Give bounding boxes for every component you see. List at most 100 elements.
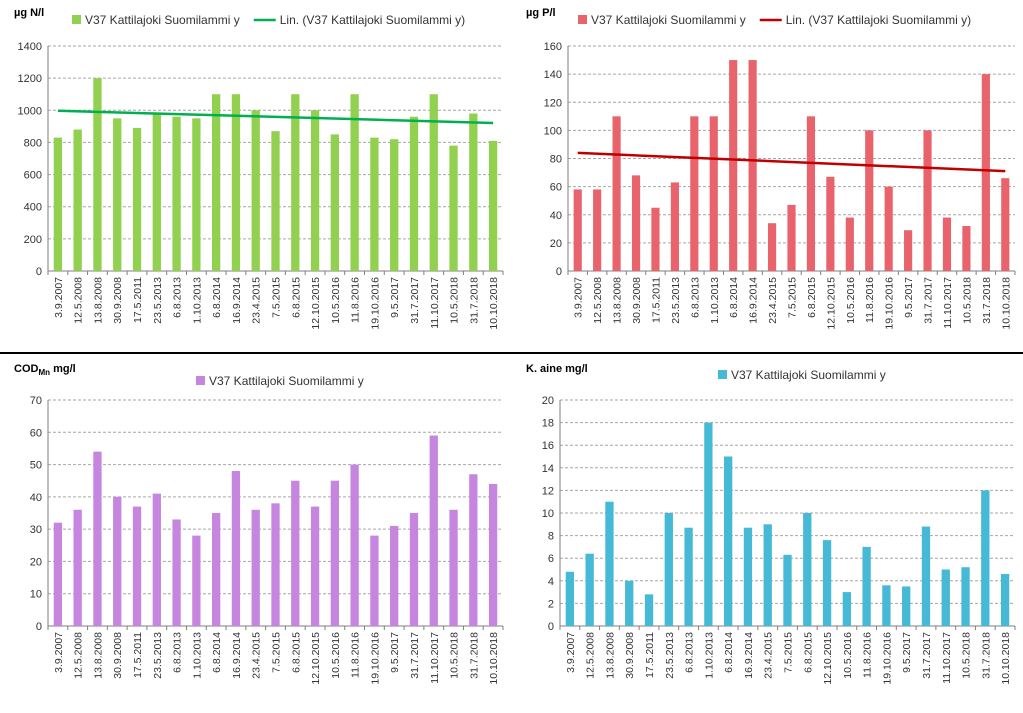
unit-label-tail: mg/l bbox=[50, 363, 76, 375]
x-tick-label: 9.5.2017 bbox=[903, 277, 915, 318]
x-tick-label: 31.7.2018 bbox=[468, 632, 480, 679]
x-tick-label: 12.5.2008 bbox=[73, 277, 85, 324]
bar bbox=[923, 130, 932, 271]
cod-chart: CODMn mg/l 0 10 20 30 40 50 60 70 3.9.2007 12.5.20… bbox=[14, 363, 504, 685]
x-tick-label: 10.5.2018 bbox=[449, 632, 461, 679]
bar bbox=[310, 506, 320, 626]
x-tick-label: 30.9.2008 bbox=[112, 277, 124, 324]
x-tick-label: 10.10.2018 bbox=[488, 277, 500, 330]
bar bbox=[904, 230, 913, 271]
bar bbox=[73, 509, 82, 626]
bar bbox=[370, 535, 379, 626]
bar bbox=[53, 137, 63, 271]
x-tick-label: 10.5.2016 bbox=[845, 277, 857, 324]
y-tick-label: 60 bbox=[550, 182, 562, 194]
x-tick-label: 23.5.2013 bbox=[664, 632, 676, 679]
x-tick-label: 10.5.2018 bbox=[449, 277, 461, 324]
y-tick-label: 0 bbox=[556, 266, 562, 278]
bar bbox=[723, 456, 733, 626]
y-tick-label: 8 bbox=[548, 531, 554, 543]
chart-panel-cod: CODMn mg/l 0 10 20 30 40 50 60 70 3.9.2007 12.5.20… bbox=[0, 355, 511, 708]
legend-swatch bbox=[72, 15, 81, 24]
bar bbox=[942, 217, 952, 271]
x-tick-label: 12.5.2008 bbox=[585, 632, 597, 679]
bar bbox=[704, 422, 713, 626]
bar bbox=[865, 130, 874, 271]
x-tick-label: 12.10.2015 bbox=[825, 277, 837, 330]
y-tick-label: 70 bbox=[30, 395, 42, 407]
x-tick-label: 11.10.2017 bbox=[942, 277, 954, 329]
y-tick-label: 6 bbox=[548, 553, 554, 565]
bar bbox=[449, 509, 458, 626]
bar bbox=[291, 94, 300, 271]
bar bbox=[902, 586, 911, 626]
bar bbox=[684, 527, 693, 626]
y-tick-label: 40 bbox=[550, 210, 562, 222]
y-tick-label: 30 bbox=[30, 524, 42, 536]
suspended-solids-chart: K. aine mg/l 0 2 4 6 8 10 12 14 16 18 20 3.9.2007 12.… bbox=[526, 363, 1016, 685]
bar bbox=[729, 60, 738, 271]
bar bbox=[271, 503, 280, 626]
x-tick-label: 6.8.2013 bbox=[172, 277, 184, 318]
y-tick-label: 200 bbox=[24, 234, 42, 246]
unit-label: µg P/l bbox=[526, 7, 556, 19]
bar bbox=[565, 571, 575, 626]
y-tick-label: 400 bbox=[24, 202, 42, 214]
x-tick-label: 11.8.2016 bbox=[350, 277, 362, 323]
chart-panel-suspended-solids: K. aine mg/l 0 2 4 6 8 10 12 14 16 18 20 3.9.2007 12.… bbox=[512, 355, 1023, 708]
y-tick-label: 140 bbox=[544, 69, 562, 81]
x-tick-label: 9.5.2017 bbox=[389, 632, 401, 673]
y-tick-label: 20 bbox=[542, 395, 554, 407]
bar bbox=[644, 594, 654, 626]
x-tick-label: 6.8.2015 bbox=[290, 632, 302, 673]
y-tick-label: 0 bbox=[36, 621, 42, 633]
x-tick-label: 13.8.2008 bbox=[92, 632, 104, 679]
x-tick-label: 11.10.2017 bbox=[941, 632, 953, 684]
x-tick-label: 1.10.2013 bbox=[709, 277, 721, 324]
bar bbox=[449, 145, 458, 271]
x-tick-label: 7.5.2015 bbox=[787, 277, 799, 318]
bar bbox=[1001, 178, 1010, 271]
x-tick-label: 31.7.2018 bbox=[981, 277, 993, 324]
bar bbox=[981, 74, 990, 271]
bar bbox=[822, 540, 832, 626]
x-tick-label: 17.5.2011 bbox=[644, 632, 656, 678]
bar bbox=[709, 116, 718, 271]
x-tick-label: 3.9.2007 bbox=[53, 277, 65, 318]
x-tick-label: 10.5.2016 bbox=[842, 632, 854, 679]
x-tick-label: 23.5.2013 bbox=[152, 277, 164, 324]
bar bbox=[612, 116, 621, 271]
bar bbox=[981, 490, 990, 626]
x-tick-label: 6.8.2013 bbox=[684, 632, 696, 673]
x-tick-label: 3.9.2007 bbox=[53, 632, 65, 673]
x-tick-label: 10.5.2018 bbox=[961, 277, 973, 324]
bar bbox=[330, 480, 340, 626]
bar bbox=[211, 513, 221, 626]
x-tick-label: 19.10.2016 bbox=[369, 632, 381, 685]
x-tick-label: 17.5.2011 bbox=[132, 277, 144, 323]
bar bbox=[271, 131, 280, 271]
legend-label: V37 Kattilajoki Suomilammi y bbox=[209, 374, 364, 388]
x-tick-label: 3.9.2007 bbox=[565, 632, 577, 673]
x-tick-label: 31.7.2017 bbox=[923, 277, 935, 324]
bar bbox=[429, 435, 438, 626]
y-tick-label: 14 bbox=[542, 463, 554, 475]
unit-label: K. aine mg/l bbox=[526, 363, 588, 375]
x-tick-label: 10.10.2018 bbox=[488, 632, 500, 685]
bar bbox=[53, 522, 63, 626]
x-tick-label: 16.9.2014 bbox=[231, 632, 243, 679]
bar bbox=[93, 78, 102, 272]
bar bbox=[961, 567, 970, 626]
panel-divider bbox=[0, 352, 1023, 354]
x-tick-label: 12.5.2008 bbox=[592, 277, 604, 324]
bar bbox=[651, 207, 660, 271]
bar bbox=[803, 513, 812, 626]
x-tick-label: 19.10.2016 bbox=[369, 277, 381, 330]
y-tick-label: 1400 bbox=[18, 41, 42, 53]
bar bbox=[73, 129, 82, 271]
x-tick-label: 7.5.2015 bbox=[271, 277, 283, 318]
bar bbox=[605, 501, 614, 626]
bar bbox=[921, 526, 931, 626]
bar bbox=[251, 509, 260, 626]
y-tick-label: 0 bbox=[36, 266, 42, 278]
